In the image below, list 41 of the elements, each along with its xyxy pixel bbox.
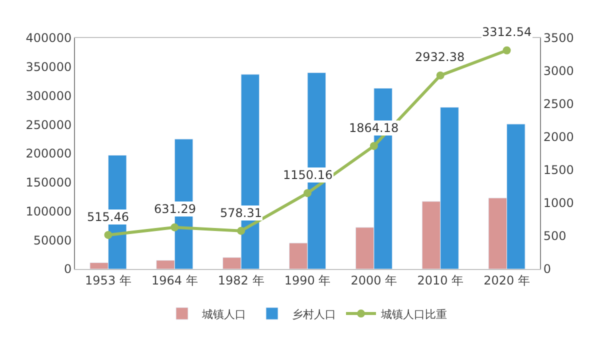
x-tick-label: 1990 年 [284,273,331,288]
x-tick-label: 2000 年 [350,273,398,288]
point [104,230,112,239]
y-tick-label: 0 [64,262,72,276]
y-tick-label: 350000 [26,60,72,74]
y2-tick-label: 2000 [543,130,574,144]
y-tick-label: 250000 [26,118,72,132]
data-label: 631.29 [154,202,196,216]
point [304,189,312,198]
data-label: 515.46 [87,210,129,224]
y-tick-label: 400000 [26,31,72,46]
y2-tick-label: 3000 [543,64,574,78]
point [237,226,246,235]
data-label: 1864.18 [349,121,399,135]
y-tick-label: 100000 [26,204,72,218]
data-label: 578.31 [220,206,262,220]
point [370,142,378,150]
x-tick-label: 2020 年 [484,273,530,288]
legend-label: 城镇人口 [201,308,246,321]
data-label: 1150.16 [283,168,333,182]
point [502,46,511,54]
y2-tick-label: 1500 [543,163,574,178]
y-tick-label: 200000 [26,146,72,161]
point [170,223,179,232]
y2-tick-label: 2500 [543,97,574,112]
x-tick-label: 1964 年 [151,273,198,288]
legend-label: 乡村人口 [292,308,336,321]
y2-tick-label: 0 [543,262,552,276]
y2-tick-label: 3500 [543,31,574,46]
x-tick-label: 1982 年 [218,273,264,288]
x-tick-label: 1953 年 [85,273,132,288]
y-tick-label: 150000 [26,176,72,190]
y-tick-label: 300000 [26,88,72,103]
y-tick-label: 50000 [33,233,72,248]
y2-tick-label: 500 [543,229,566,244]
data-label: 2932.38 [415,50,465,64]
y2-tick-label: 1000 [543,196,574,210]
legend-label: 城镇人口比重 [380,308,447,321]
x-tick-label: 2010 年 [417,273,464,288]
point [436,71,444,80]
data-label: 3312.54 [482,25,532,39]
